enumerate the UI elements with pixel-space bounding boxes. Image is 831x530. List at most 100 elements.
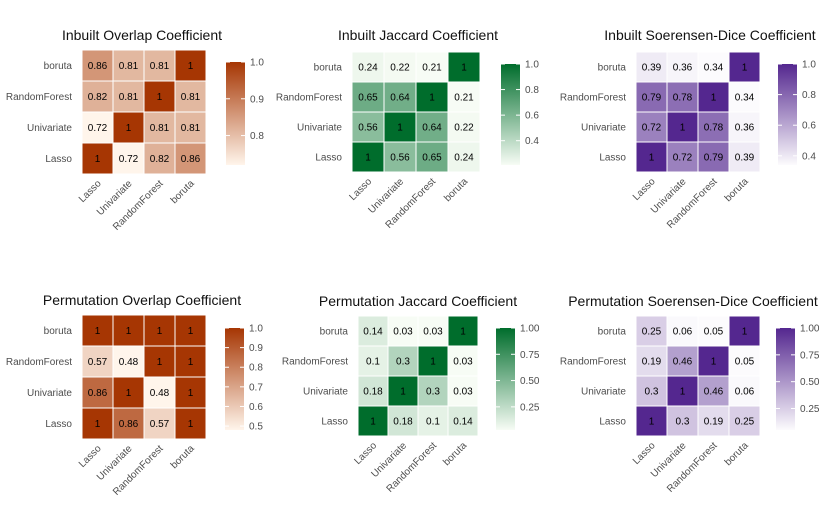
heatmap-cell: [174, 49, 207, 82]
heatmap-cell: [666, 405, 699, 437]
y-tick-label: RandomForest: [560, 93, 626, 104]
x-tick-label: Lasso: [77, 443, 104, 470]
heatmap-cell: [174, 80, 207, 113]
heatmap-cell: [81, 111, 114, 144]
heatmap-cell: [447, 81, 481, 113]
x-tick-label: Lasso: [631, 176, 658, 203]
y-tick-label: boruta: [44, 326, 73, 337]
y-tick-label: RandomForest: [560, 357, 626, 368]
cell-value-label: 0.64: [422, 123, 442, 134]
x-tick-label: boruta: [169, 443, 197, 471]
cell-value-label: 1: [126, 123, 132, 134]
cell-value-label: 1: [188, 388, 194, 399]
heatmap-cell: [112, 142, 145, 175]
legend-colorbar: [501, 64, 520, 165]
cell-value-label: 0.86: [119, 419, 139, 430]
y-tick-label: boruta: [598, 327, 627, 338]
y-tick-label: RandomForest: [6, 357, 72, 368]
legend-tick-label: 0.6: [249, 402, 263, 413]
heatmap-cell: [697, 51, 730, 83]
cell-value-label: 0.1: [426, 417, 440, 428]
cell-value-label: 0.05: [704, 327, 724, 338]
cell-value-label: 0.82: [88, 92, 108, 103]
heatmap-panel-4: Permutation Overlap Coefficient 1 0.86 0.57…: [6, 292, 263, 498]
panel-title: Inbuilt Overlap Coefficient: [62, 27, 222, 43]
heatmap-cell: [383, 141, 417, 173]
heatmap-cell: [417, 315, 449, 347]
panel-title: Permutation Jaccard Coefficient: [319, 293, 517, 309]
cell-value-label: 0.36: [735, 123, 755, 134]
cell-value-label: 0.81: [150, 123, 170, 134]
cell-value-label: 1: [188, 326, 194, 337]
cell-value-label: 1: [126, 388, 132, 399]
cell-value-label: 1: [157, 92, 163, 103]
cell-value-label: 1: [680, 123, 686, 134]
legend-tick-label: 0.7: [249, 382, 263, 393]
heatmap-cell: [174, 142, 207, 175]
cell-value-label: 1: [711, 93, 717, 104]
x-tick-label: Lasso: [352, 440, 379, 467]
heatmap-cell: [143, 345, 176, 378]
cell-value-label: 1: [461, 63, 467, 74]
heatmap-cell: [728, 375, 761, 407]
cell-value-label: 0.86: [181, 154, 201, 165]
legend-tick-label: 0.8: [802, 90, 816, 101]
cell-value-label: 0.65: [422, 153, 442, 164]
y-tick-label: boruta: [598, 63, 627, 74]
heatmap-cell: [351, 141, 385, 173]
panel-title: Inbuilt Soerensen-Dice Coefficient: [604, 27, 816, 43]
cell-value-label: 0.81: [119, 92, 139, 103]
heatmap-cell: [81, 407, 114, 440]
cell-value-label: 0.81: [150, 61, 170, 72]
cell-value-label: 0.86: [88, 388, 108, 399]
heatmap-cell: [697, 81, 730, 113]
cell-value-label: 0.06: [673, 327, 693, 338]
y-tick-label: boruta: [314, 63, 343, 74]
cell-value-label: 1: [370, 417, 376, 428]
cell-value-label: 0.72: [673, 153, 693, 164]
legend-tick-label: 0.8: [525, 85, 539, 96]
heatmap-cell: [351, 51, 385, 83]
cell-value-label: 0.24: [454, 153, 474, 164]
y-tick-label: boruta: [44, 61, 73, 72]
cell-value-label: 1: [95, 419, 101, 430]
legend-colorbar: [776, 328, 795, 430]
heatmap-cell: [697, 375, 730, 407]
heatmap-cell: [174, 111, 207, 144]
y-tick-label: Lasso: [599, 417, 626, 428]
cell-value-label: 0.14: [363, 327, 383, 338]
cell-value-label: 1: [157, 326, 163, 337]
x-tick-label: Lasso: [77, 178, 104, 205]
cell-value-label: 0.03: [453, 387, 473, 398]
legend-tick-label: 0.75: [800, 350, 820, 361]
legend-colorbar: [226, 62, 245, 165]
x-tick-label: boruta: [441, 440, 469, 468]
heatmap-cell: [81, 49, 114, 82]
heatmap-cell: [697, 345, 730, 377]
cell-value-label: 0.82: [150, 154, 170, 165]
cell-value-label: 0.21: [454, 93, 474, 104]
heatmap-cell: [447, 111, 481, 143]
cell-value-label: 0.46: [673, 357, 693, 368]
heatmap-cell: [174, 376, 207, 409]
legend-tick-label: 0.75: [520, 350, 540, 361]
heatmap-cell: [447, 405, 479, 437]
x-tick-label: boruta: [723, 176, 751, 204]
heatmap-cell: [383, 81, 417, 113]
heatmap-cell: [728, 81, 761, 113]
heatmap-cell: [81, 345, 114, 378]
heatmap-cell: [112, 345, 145, 378]
cell-value-label: 1: [742, 327, 748, 338]
heatmap-cell: [728, 405, 761, 437]
cell-value-label: 0.3: [396, 357, 410, 368]
cell-value-label: 1: [397, 123, 403, 134]
heatmap-cell: [383, 51, 417, 83]
heatmap-cell: [728, 141, 761, 173]
heatmap-cell: [174, 407, 207, 440]
legend-colorbar: [225, 328, 244, 430]
cell-value-label: 0.81: [181, 123, 201, 134]
cell-value-label: 0.06: [735, 387, 755, 398]
cell-value-label: 0.3: [426, 387, 440, 398]
cell-value-label: 1: [680, 387, 686, 398]
